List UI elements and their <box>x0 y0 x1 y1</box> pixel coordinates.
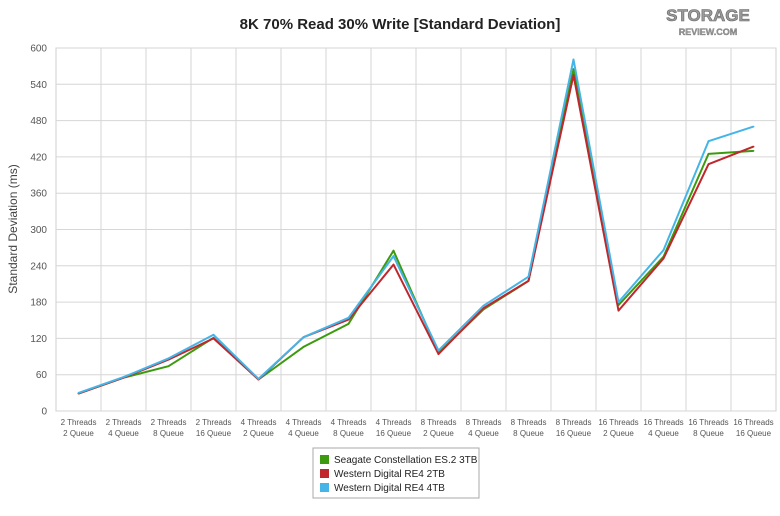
x-tick-label: 8 Threads 4 Queue <box>466 418 502 438</box>
x-tick-label: 16 Threads 16 Queue <box>733 418 773 438</box>
data-point <box>347 318 350 321</box>
y-tick-label: 0 <box>41 407 47 418</box>
chart-title: 8K 70% Read 30% Write [Standard Deviatio… <box>240 16 561 33</box>
x-tick-label: 16 Threads 8 Queue <box>688 418 728 438</box>
x-tick-label: 4 Threads 8 Queue <box>331 418 367 438</box>
x-tick-label: 2 Threads 16 Queue <box>196 418 232 438</box>
data-point <box>752 145 755 148</box>
data-point <box>167 357 170 360</box>
data-point <box>302 336 305 339</box>
storagereview-logo: STORAGE REVIEW.COM <box>666 6 750 37</box>
legend-swatch <box>320 469 329 478</box>
data-point <box>527 280 530 282</box>
data-point <box>212 337 215 340</box>
logo-text-storage: STORAGE <box>666 6 750 25</box>
data-point <box>437 353 440 356</box>
x-tick-label: 8 Threads 8 Queue <box>511 418 547 438</box>
data-point <box>392 249 395 252</box>
data-point <box>302 345 305 348</box>
legend-swatch <box>320 455 329 464</box>
series-lines <box>77 58 755 395</box>
y-tick-label: 480 <box>30 116 47 127</box>
x-axis-ticks: 2 Threads 2 Queue 2 Threads 4 Queue 2 Thread… <box>61 418 774 438</box>
data-point <box>167 365 170 368</box>
data-point <box>212 333 215 336</box>
data-point <box>617 309 620 312</box>
y-tick-label: 60 <box>36 370 48 381</box>
data-point <box>77 391 80 394</box>
legend-box <box>312 447 480 499</box>
x-tick-label: 8 Threads 16 Queue <box>556 418 592 438</box>
x-tick-label: 16 Threads 2 Queue <box>598 418 638 438</box>
y-tick-label: 240 <box>30 261 47 272</box>
y-axis-label: Standard Deviation (ms) <box>6 164 20 293</box>
data-point <box>752 125 755 128</box>
data-point <box>572 58 575 61</box>
data-point <box>347 322 350 325</box>
series-line-2 <box>78 74 754 395</box>
data-point <box>437 349 440 352</box>
x-tick-label: 16 Threads 4 Queue <box>643 418 683 438</box>
y-tick-label: 120 <box>30 334 47 345</box>
data-point <box>707 163 710 166</box>
data-point <box>572 68 575 71</box>
data-point <box>707 152 710 155</box>
grid-lines <box>56 47 776 412</box>
x-tick-label: 8 Threads 2 Queue <box>421 418 457 438</box>
data-point <box>662 249 665 251</box>
data-point <box>347 316 350 319</box>
x-tick-label: 4 Threads 2 Queue <box>241 418 277 438</box>
y-tick-label: 180 <box>30 298 47 309</box>
data-point <box>752 149 755 152</box>
legend-entry: Western Digital RE4 2TB <box>334 469 445 480</box>
legend-entry: Western Digital RE4 4TB <box>334 483 445 494</box>
x-tick-label: 4 Threads 4 Queue <box>286 418 322 438</box>
legend-entry: Seagate Constellation ES.2 3TB <box>334 455 478 466</box>
legend: Seagate Constellation ES.2 3TB Western Di… <box>312 447 480 499</box>
data-point <box>572 74 575 77</box>
data-point <box>257 378 260 380</box>
x-tick-label: 2 Threads 4 Queue <box>106 418 142 438</box>
legend-swatch <box>320 483 329 492</box>
logo-text-review: REVIEW.COM <box>679 27 738 37</box>
data-point <box>392 263 395 266</box>
data-point <box>482 307 485 310</box>
data-point <box>482 304 485 307</box>
y-tick-label: 300 <box>30 225 47 236</box>
y-axis-ticks: 0 60 120 180 240 300 360 420 480 540 600 <box>30 44 47 418</box>
data-point <box>527 275 530 278</box>
data-point <box>122 376 125 379</box>
data-point <box>662 257 665 260</box>
data-point <box>392 255 395 258</box>
y-tick-label: 600 <box>30 44 47 55</box>
data-point <box>617 301 620 303</box>
y-tick-label: 360 <box>30 189 47 200</box>
y-tick-label: 540 <box>30 80 47 91</box>
x-tick-label: 2 Threads 8 Queue <box>151 418 187 438</box>
data-point <box>707 140 710 143</box>
y-tick-label: 420 <box>30 152 47 163</box>
x-tick-label: 2 Threads 2 Queue <box>61 418 97 438</box>
x-tick-label: 4 Threads 16 Queue <box>376 418 412 438</box>
series-line-3 <box>78 58 754 394</box>
